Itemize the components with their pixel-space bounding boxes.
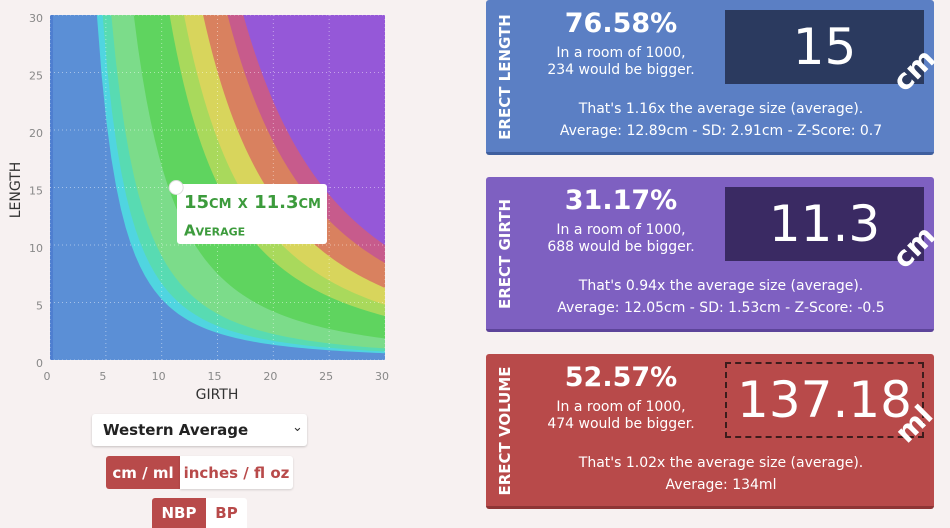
tooltip: 15cm x 11.3cm Average: [177, 184, 327, 244]
y-tick-label: 0: [36, 357, 43, 370]
mode-button[interactable]: BP: [206, 498, 247, 528]
stats-text: Average: 12.89cm - SD: 2.91cm - Z-Score:…: [559, 123, 883, 139]
mode-button[interactable]: NBP: [152, 498, 206, 528]
stat-card: ERECT VOLUME 52.57% In a room of 1000, 474 …: [486, 354, 939, 509]
value: 137.18: [737, 371, 912, 429]
value-box: 11.3: [725, 187, 924, 261]
stats-text: Average: 12.05cm - SD: 1.53cm - Z-Score:…: [557, 300, 885, 316]
stat-card: ERECT LENGTH 76.58% In a room of 1000, 234 …: [486, 0, 942, 155]
point: [168, 180, 184, 195]
y-tick-label: 20: [29, 127, 43, 140]
y-tick-label: 25: [29, 70, 43, 83]
x-tick-label: 30: [375, 370, 389, 383]
x-tick-label: 15: [208, 370, 222, 383]
chevron: ⌄: [292, 420, 303, 435]
ratio-text: That's 0.94x the average size (average).: [578, 278, 864, 294]
x-tick-label: 20: [263, 370, 277, 383]
band-edge: [50, 15, 53, 360]
y-tick-label: 15: [29, 185, 43, 198]
band: [50, 15, 385, 360]
unit-button[interactable]: inches / fl oz: [180, 456, 293, 489]
value-box: 15: [725, 10, 924, 84]
x-tick-label: 10: [152, 370, 166, 383]
room-text: 688 would be bigger.: [547, 239, 695, 255]
chart: 0 5 10 15 20 25 30 0 5 10 15 20 25 30 GIRTH LENGTH 15…: [8, 12, 389, 403]
ratio-text: That's 1.16x the average size (average).: [578, 101, 864, 117]
room-text: In a room of 1000,: [556, 399, 686, 415]
room-text: In a room of 1000,: [556, 45, 686, 61]
y-tick-label: 5: [36, 300, 43, 313]
y-tick-label: 30: [29, 12, 43, 25]
value: 11.3: [768, 195, 881, 253]
room-text: 234 would be bigger.: [547, 62, 695, 78]
tooltip-box: [177, 184, 327, 244]
percentile: 31.17%: [564, 185, 678, 216]
y-tick-label: 10: [29, 242, 43, 255]
x-axis-label: GIRTH: [196, 387, 239, 403]
card-label: ERECT LENGTH: [496, 14, 514, 140]
stats-text: Average: 134ml: [665, 477, 777, 493]
room-text: 474 would be bigger.: [547, 416, 695, 432]
x-tick-label: 5: [99, 370, 106, 383]
x-tick-label: 0: [44, 370, 51, 383]
percentile: 52.57%: [564, 362, 678, 393]
value-box: 137.18: [725, 362, 924, 438]
tooltip-label: Average: [184, 222, 245, 240]
room-text: In a room of 1000,: [556, 222, 686, 238]
value: 15: [792, 18, 857, 76]
y-axis-label: LENGTH: [8, 162, 24, 219]
percentile: 76.58%: [564, 8, 678, 39]
dataset-text: Western Average: [103, 421, 249, 439]
ratio-text: That's 1.02x the average size (average).: [578, 455, 864, 471]
dataset-select[interactable]: Western Average ⌄: [92, 414, 307, 446]
tooltip-title: 15cm x 11.3cm: [184, 192, 321, 213]
stat-card: ERECT GIRTH 31.17% In a room of 1000, 688 w…: [486, 177, 942, 332]
unit-button[interactable]: cm / ml: [106, 456, 180, 489]
x-tick-label: 25: [319, 370, 333, 383]
